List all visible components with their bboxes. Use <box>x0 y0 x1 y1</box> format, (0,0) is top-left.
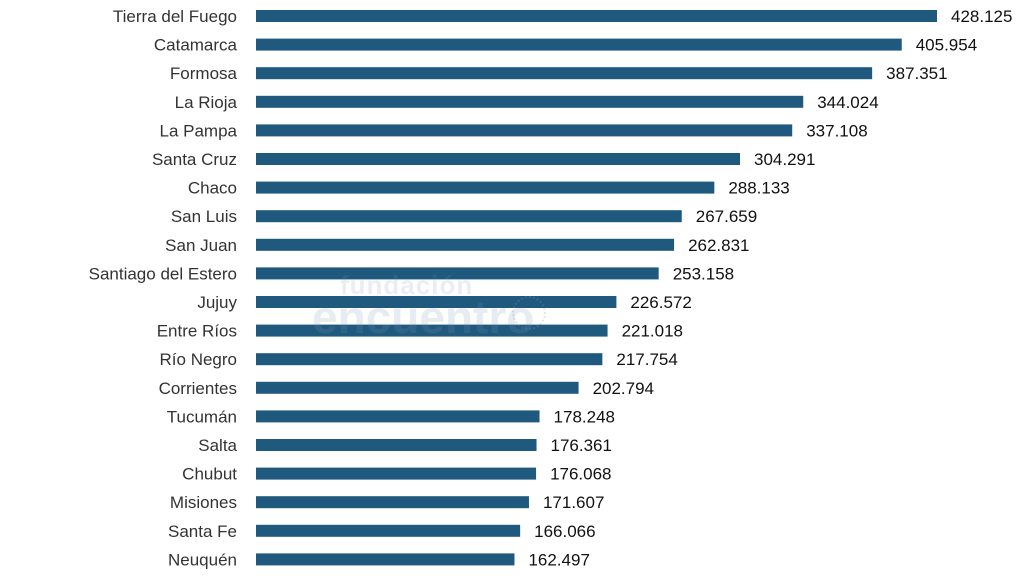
bar <box>256 238 675 251</box>
category-label: Entre Ríos <box>157 322 237 341</box>
bar <box>256 353 603 366</box>
category-label: San Juan <box>165 236 237 255</box>
value-label: 262.831 <box>688 236 749 255</box>
bar <box>256 67 873 80</box>
bar <box>256 267 659 280</box>
category-label: Salta <box>198 436 237 455</box>
category-label: San Luis <box>171 207 237 226</box>
bar <box>256 524 521 537</box>
category-label: Corrientes <box>159 379 237 398</box>
value-label: 162.497 <box>528 550 589 569</box>
category-label: Tucumán <box>167 407 237 426</box>
bar <box>256 553 515 566</box>
bar <box>256 95 804 108</box>
value-label: 428.125 <box>951 7 1012 26</box>
bar <box>256 210 682 223</box>
value-label: 288.133 <box>728 179 789 198</box>
bar <box>256 124 793 137</box>
bar <box>256 410 540 423</box>
bar <box>256 10 937 22</box>
bar <box>256 38 902 51</box>
category-label: Río Negro <box>160 350 237 369</box>
value-label: 217.754 <box>616 350 677 369</box>
value-label: 226.572 <box>630 293 691 312</box>
value-label: 221.018 <box>622 322 683 341</box>
category-label: Formosa <box>170 64 238 83</box>
value-label: 171.607 <box>543 493 604 512</box>
category-label: Chubut <box>182 465 237 484</box>
category-label: Catamarca <box>154 36 238 55</box>
value-label: 253.158 <box>673 264 734 283</box>
category-label: Jujuy <box>197 293 237 312</box>
category-label: Neuquén <box>168 550 237 569</box>
category-label: La Rioja <box>175 93 238 112</box>
category-label: Misiones <box>170 493 237 512</box>
value-label: 405.954 <box>916 36 977 55</box>
bar <box>256 181 715 194</box>
value-label: 344.024 <box>817 93 878 112</box>
value-label: 267.659 <box>696 207 757 226</box>
value-label: 176.068 <box>550 465 611 484</box>
bar <box>256 381 579 394</box>
bar <box>256 467 537 480</box>
bar <box>256 296 617 308</box>
value-label: 304.291 <box>754 150 815 169</box>
category-label: La Pampa <box>160 121 238 140</box>
bar <box>256 496 529 509</box>
value-label: 337.108 <box>806 121 867 140</box>
bar <box>256 324 608 337</box>
category-label: Santa Fe <box>168 522 237 541</box>
value-label: 176.361 <box>551 436 612 455</box>
category-label: Santa Cruz <box>152 150 237 169</box>
value-label: 202.794 <box>593 379 654 398</box>
category-label: Chaco <box>188 179 237 198</box>
value-label: 387.351 <box>886 64 947 83</box>
category-label: Tierra del Fuego <box>113 7 237 26</box>
bar <box>256 153 741 165</box>
bar <box>256 439 537 451</box>
category-label: Santiago del Estero <box>89 264 237 283</box>
value-label: 166.066 <box>534 522 595 541</box>
value-label: 178.248 <box>554 407 615 426</box>
